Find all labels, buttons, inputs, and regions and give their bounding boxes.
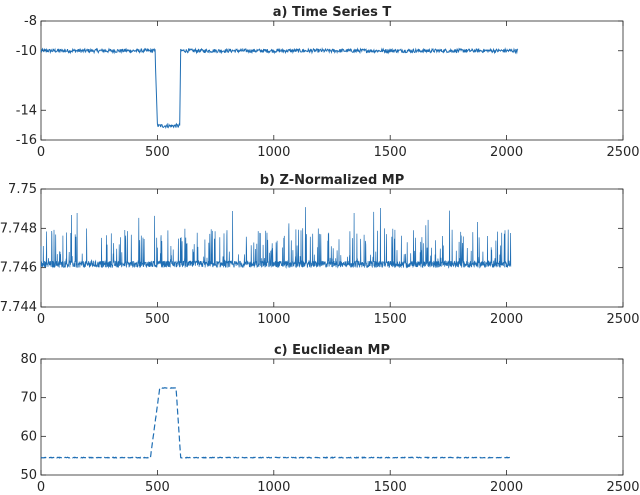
panel-time-series: a) Time Series T 0 500 1000 1500 2000 2500 -16 -… — [16, 5, 640, 160]
y-tick-label: 60 — [20, 429, 37, 444]
x-tick-label: 0 — [37, 312, 45, 327]
y-tick-label: 70 — [20, 391, 37, 406]
axes-frame — [40, 20, 624, 141]
y-tick-label: 7.748 — [0, 221, 37, 236]
y-tick-label: 50 — [20, 468, 37, 483]
panel-z-normalized-mp: b) Z-Normalized MP 0 500 1000 1500 2000 2500 7.… — [0, 173, 640, 327]
x-tick-label: 500 — [145, 145, 170, 160]
y-tick-label: 80 — [20, 352, 37, 367]
x-tick-label: 1500 — [374, 480, 407, 495]
panel-euclidean-mp: c) Euclidean MP 0 500 1000 1500 2000 2500 50 60 7… — [20, 343, 639, 495]
y-tick-label: 7.744 — [0, 300, 37, 315]
x-tick-label: 1000 — [257, 145, 290, 160]
x-tick-label: 500 — [145, 480, 170, 495]
x-tick-label: 500 — [145, 312, 170, 327]
x-tick-label: 2500 — [606, 145, 639, 160]
y-tick-label: -16 — [16, 133, 37, 148]
x-tick-label: 2500 — [606, 480, 639, 495]
x-tick-label: 0 — [37, 145, 45, 160]
panel-title: c) Euclidean MP — [274, 343, 390, 358]
series-line — [40, 386, 512, 460]
panel-title: b) Z-Normalized MP — [260, 173, 405, 188]
axes-frame — [40, 188, 624, 308]
x-tick-label: 1000 — [257, 312, 290, 327]
x-tick-label: 0 — [37, 480, 45, 495]
series-line — [40, 47, 519, 129]
x-tick-label: 1500 — [374, 312, 407, 327]
series-line — [40, 207, 512, 269]
y-tick-label: -10 — [16, 44, 37, 59]
x-tick-label: 2000 — [490, 480, 523, 495]
x-tick-label: 1000 — [257, 480, 290, 495]
y-tick-label: -14 — [16, 103, 37, 118]
y-tick-label: -8 — [24, 14, 37, 29]
panel-title: a) Time Series T — [273, 5, 392, 20]
axes-frame — [40, 358, 624, 476]
x-tick-label: 2000 — [490, 145, 523, 160]
x-tick-label: 2500 — [606, 312, 639, 327]
x-tick-label: 2000 — [490, 312, 523, 327]
x-tick-label: 1500 — [374, 145, 407, 160]
y-tick-label: 7.75 — [8, 182, 37, 197]
y-tick-label: 7.746 — [0, 261, 37, 276]
